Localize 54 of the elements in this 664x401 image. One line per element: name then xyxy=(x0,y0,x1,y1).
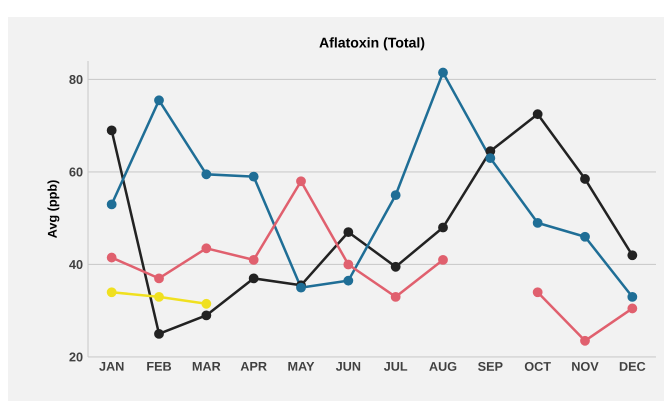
point xyxy=(154,95,164,106)
point xyxy=(201,298,212,309)
y-tick-label: 60 xyxy=(69,168,83,176)
x-tick-label: JUL xyxy=(384,362,408,371)
x-tick-label: DEC xyxy=(620,362,646,371)
point xyxy=(248,273,259,284)
point xyxy=(580,174,590,184)
x-tick-label: FEB xyxy=(147,362,172,371)
y-tick-label: 20 xyxy=(69,352,83,362)
y-tick-label: 80 xyxy=(69,75,83,84)
point xyxy=(580,336,590,346)
x-tick-label: NOV xyxy=(572,362,599,371)
point xyxy=(343,260,354,270)
point xyxy=(627,292,638,302)
point xyxy=(438,222,448,232)
point xyxy=(201,243,212,254)
point xyxy=(438,68,448,78)
x-tick-label: MAY xyxy=(288,362,314,371)
point xyxy=(627,304,638,314)
point xyxy=(343,276,354,286)
x-tick-label: APR xyxy=(240,362,267,371)
point xyxy=(248,172,259,182)
point xyxy=(438,254,448,265)
point xyxy=(106,125,117,136)
point xyxy=(343,227,354,238)
point xyxy=(106,287,117,298)
x-tick-label: SEP xyxy=(478,362,503,371)
point xyxy=(390,292,401,302)
y-tick-label: 40 xyxy=(69,260,83,269)
point xyxy=(106,252,117,262)
x-tick-label: AUG xyxy=(429,362,456,371)
point xyxy=(580,232,590,242)
x-tick-label: OCT xyxy=(524,362,551,371)
point xyxy=(106,199,117,210)
point xyxy=(154,273,164,284)
point xyxy=(201,169,212,180)
point xyxy=(390,262,401,272)
point xyxy=(390,190,401,200)
point xyxy=(627,250,638,260)
point xyxy=(248,254,259,265)
point xyxy=(532,218,543,228)
point xyxy=(201,310,212,320)
point xyxy=(485,153,496,164)
y-axis-title: Avg (ppb) xyxy=(47,180,60,238)
point xyxy=(154,328,164,339)
point xyxy=(296,176,306,186)
point xyxy=(532,109,543,120)
x-tick-label: MAR xyxy=(192,362,220,371)
chart-title: Aflatoxin (Total) xyxy=(319,37,424,50)
x-tick-label: JAN xyxy=(99,362,124,371)
point xyxy=(532,287,543,298)
point xyxy=(296,282,306,293)
x-tick-label: JUN xyxy=(336,362,360,371)
point xyxy=(154,292,164,302)
